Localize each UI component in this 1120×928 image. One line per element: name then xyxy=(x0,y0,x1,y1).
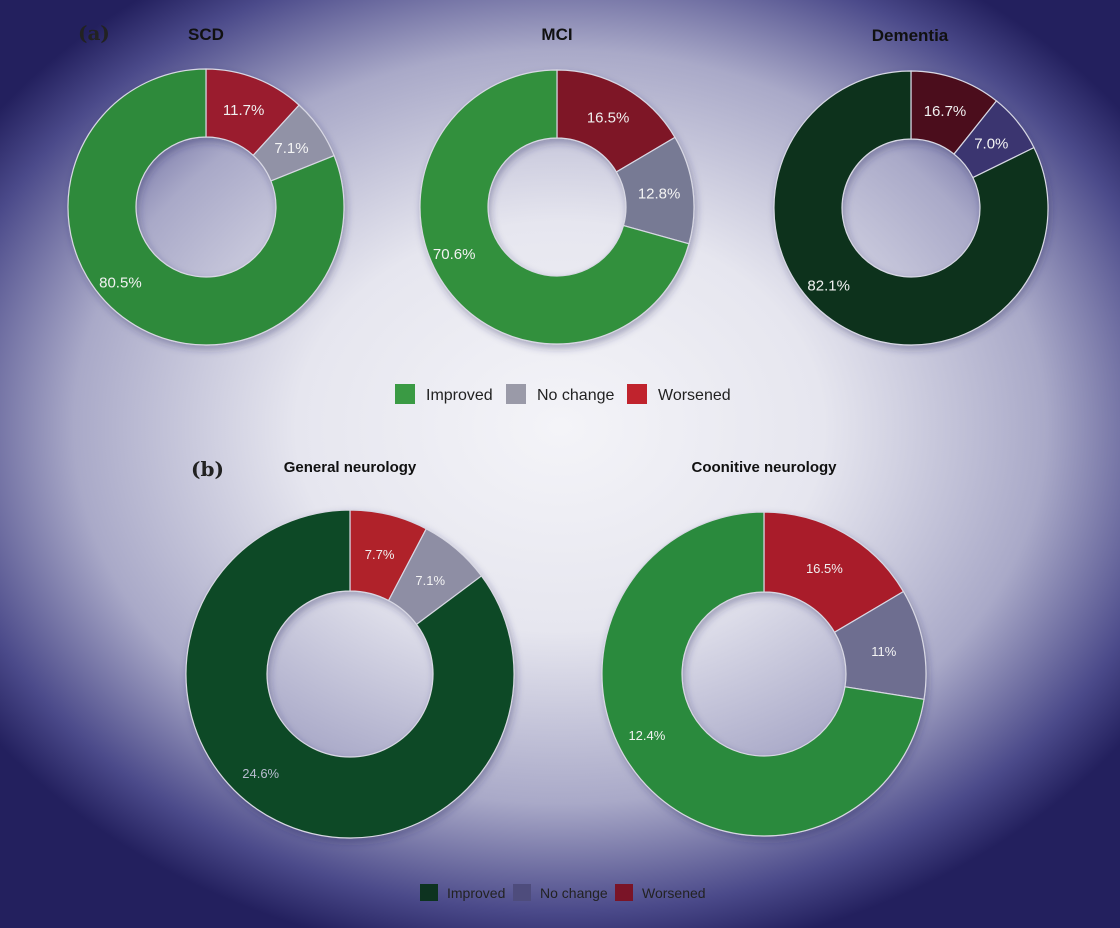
slice-label-improved: 80.5% xyxy=(99,274,142,291)
slice-improved xyxy=(185,509,515,839)
slice-label-improved: 82.1% xyxy=(807,278,850,295)
chart-title-general-neurology: General neurology xyxy=(284,459,417,476)
chart-title-cognitive-neurology: Coonitive neurology xyxy=(691,459,837,476)
chart-title-mci: MCI xyxy=(541,25,572,44)
donut-general-neurology xyxy=(185,509,515,839)
legend-swatch-no-change xyxy=(506,384,526,404)
slice-label-no-change: 7.0% xyxy=(974,136,1008,153)
donut-dementia xyxy=(773,70,1049,346)
legend-label-no-change: No change xyxy=(540,885,608,901)
slice-improved xyxy=(419,69,690,345)
slice-label-no-change: 7.1% xyxy=(415,573,445,588)
slice-label-worsened: 16.7% xyxy=(924,103,967,120)
chart-title-dementia: Dementia xyxy=(872,26,949,45)
slice-improved xyxy=(601,511,925,837)
slice-improved xyxy=(773,70,1049,346)
chart-title-scd: SCD xyxy=(188,25,224,44)
donut-mci xyxy=(419,69,695,345)
panel-a-tag: (a) xyxy=(78,21,110,45)
slice-label-no-change: 12.8% xyxy=(638,186,681,203)
slice-label-improved: 70.6% xyxy=(433,246,476,263)
slice-label-no-change: 11% xyxy=(871,644,896,659)
slice-label-improved: 12.4% xyxy=(628,728,665,743)
slice-label-improved: 24.6% xyxy=(242,766,279,781)
panel-b-tag: (b) xyxy=(191,457,224,481)
slice-label-worsened: 7.7% xyxy=(365,547,395,562)
legend-label-no-change: No change xyxy=(537,387,614,404)
slice-improved xyxy=(67,68,345,346)
legend-label-worsened: Worsened xyxy=(642,885,706,901)
legend-swatch-worsened xyxy=(627,384,647,404)
legend-b: Improved No change Worsened xyxy=(420,884,706,901)
legend-a: Improved No change Worsened xyxy=(395,384,731,404)
legend-swatch-no-change xyxy=(513,884,531,901)
slice-label-worsened: 11.7% xyxy=(223,102,264,119)
legend-swatch-improved xyxy=(420,884,438,901)
legend-label-improved: Improved xyxy=(426,387,493,404)
slice-label-no-change: 7.1% xyxy=(274,140,308,157)
legend-label-improved: Improved xyxy=(447,885,505,901)
legend-swatch-improved xyxy=(395,384,415,404)
slice-label-worsened: 16.5% xyxy=(806,561,843,576)
slice-label-worsened: 16.5% xyxy=(587,110,630,127)
donut-scd xyxy=(67,68,345,346)
donut-charts: 11.7% 7.1% 80.5% 16.5% 12.8% 70.6% 16.7% 7.0% 82… xyxy=(67,68,1049,839)
legend-label-worsened: Worsened xyxy=(658,387,731,404)
donut-cognitive-neurology xyxy=(601,511,927,837)
legend-swatch-worsened xyxy=(615,884,633,901)
